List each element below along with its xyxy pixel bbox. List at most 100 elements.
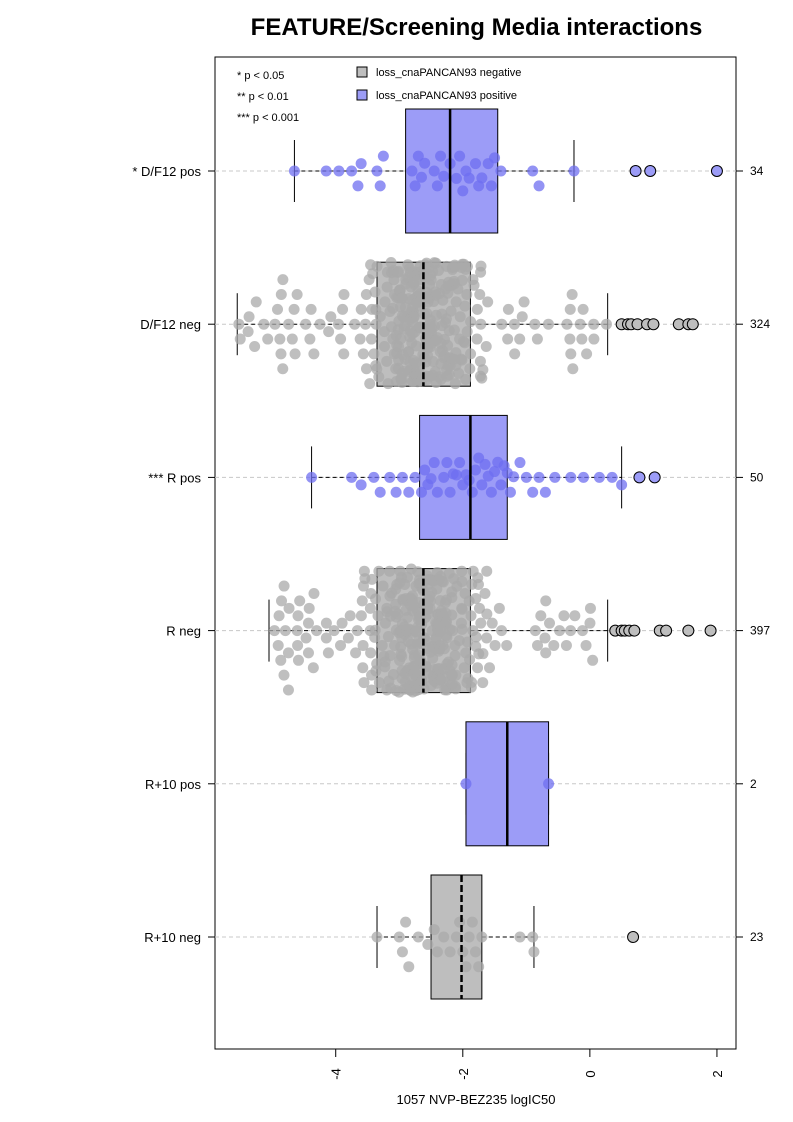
data-point bbox=[514, 457, 526, 469]
data-point bbox=[234, 333, 246, 345]
data-point bbox=[396, 946, 408, 958]
data-point bbox=[346, 165, 358, 177]
data-point bbox=[450, 669, 462, 681]
data-point bbox=[342, 632, 354, 644]
group-label: R neg bbox=[166, 624, 201, 639]
data-point bbox=[444, 486, 456, 498]
data-point bbox=[567, 363, 579, 375]
data-point bbox=[441, 457, 453, 469]
data-point bbox=[396, 651, 408, 663]
data-point bbox=[333, 165, 345, 177]
data-point bbox=[588, 318, 600, 330]
data-point bbox=[565, 348, 577, 360]
data-point bbox=[459, 300, 471, 312]
data-point bbox=[581, 348, 593, 360]
data-point bbox=[305, 303, 317, 315]
data-point bbox=[307, 662, 319, 674]
data-point bbox=[370, 593, 382, 605]
data-point bbox=[502, 333, 514, 345]
data-point bbox=[371, 165, 383, 177]
data-point bbox=[283, 602, 295, 614]
data-point bbox=[279, 625, 291, 637]
data-point bbox=[532, 639, 544, 651]
data-point bbox=[360, 363, 372, 375]
significance-legend-entry: *** p < 0.001 bbox=[237, 112, 299, 124]
data-point bbox=[460, 373, 472, 385]
data-point bbox=[565, 625, 577, 637]
data-point bbox=[489, 466, 501, 478]
data-point bbox=[476, 479, 488, 491]
data-point bbox=[337, 303, 349, 315]
data-point bbox=[496, 318, 508, 330]
data-point bbox=[527, 165, 539, 177]
outlier-point bbox=[629, 165, 642, 177]
data-point bbox=[395, 333, 407, 345]
data-point bbox=[518, 296, 530, 308]
data-point bbox=[502, 303, 514, 315]
data-point bbox=[350, 647, 362, 659]
data-point bbox=[419, 464, 431, 476]
data-point bbox=[351, 625, 363, 637]
data-point bbox=[458, 662, 470, 674]
data-point bbox=[470, 464, 481, 476]
data-point bbox=[445, 305, 457, 317]
data-point bbox=[422, 938, 434, 950]
data-point bbox=[493, 602, 505, 614]
data-point bbox=[292, 654, 304, 666]
data-point bbox=[504, 486, 516, 498]
data-point bbox=[528, 946, 540, 958]
data-point bbox=[400, 916, 412, 928]
outlier-point bbox=[686, 318, 699, 331]
data-point bbox=[454, 150, 466, 162]
data-point bbox=[357, 639, 369, 651]
group-label: R+10 neg bbox=[144, 930, 201, 945]
data-point bbox=[373, 677, 385, 689]
data-point bbox=[393, 265, 405, 277]
data-point bbox=[543, 778, 555, 790]
data-point bbox=[438, 170, 450, 182]
group-count: 23 bbox=[750, 930, 764, 944]
data-point bbox=[454, 457, 466, 469]
data-point bbox=[366, 684, 378, 696]
data-point bbox=[286, 333, 298, 345]
data-point bbox=[460, 778, 472, 790]
legend-swatch bbox=[356, 66, 368, 78]
data-point bbox=[412, 566, 424, 578]
data-point bbox=[456, 623, 468, 635]
data-point bbox=[374, 310, 386, 322]
data-point bbox=[355, 479, 367, 491]
data-point bbox=[431, 486, 443, 498]
data-point bbox=[392, 608, 404, 620]
data-point bbox=[470, 593, 482, 605]
data-point bbox=[470, 946, 481, 958]
data-point bbox=[461, 326, 473, 338]
data-point bbox=[527, 931, 539, 943]
x-axis: -4 -2 0 2 bbox=[329, 1048, 725, 1080]
data-point bbox=[485, 180, 497, 192]
group-label: R+10 pos bbox=[145, 777, 202, 792]
data-point bbox=[373, 565, 385, 577]
data-point bbox=[371, 260, 383, 272]
data-point bbox=[584, 602, 596, 614]
data-point bbox=[465, 348, 477, 360]
group-count: 50 bbox=[750, 470, 764, 484]
data-point bbox=[302, 647, 314, 659]
data-point bbox=[274, 333, 286, 345]
data-point bbox=[428, 165, 440, 177]
data-point bbox=[344, 610, 356, 622]
data-point bbox=[291, 625, 303, 637]
data-point bbox=[514, 333, 526, 345]
data-point bbox=[369, 624, 381, 636]
group-label: * D/F12 pos bbox=[132, 164, 201, 179]
data-point bbox=[381, 355, 393, 367]
outlier-point bbox=[647, 318, 660, 331]
group-count: 2 bbox=[750, 777, 757, 791]
data-point bbox=[401, 571, 413, 583]
data-point bbox=[466, 916, 478, 928]
data-point bbox=[564, 303, 576, 315]
data-point bbox=[371, 931, 383, 943]
data-point bbox=[425, 274, 437, 286]
data-point bbox=[409, 180, 421, 192]
data-point bbox=[446, 609, 458, 621]
